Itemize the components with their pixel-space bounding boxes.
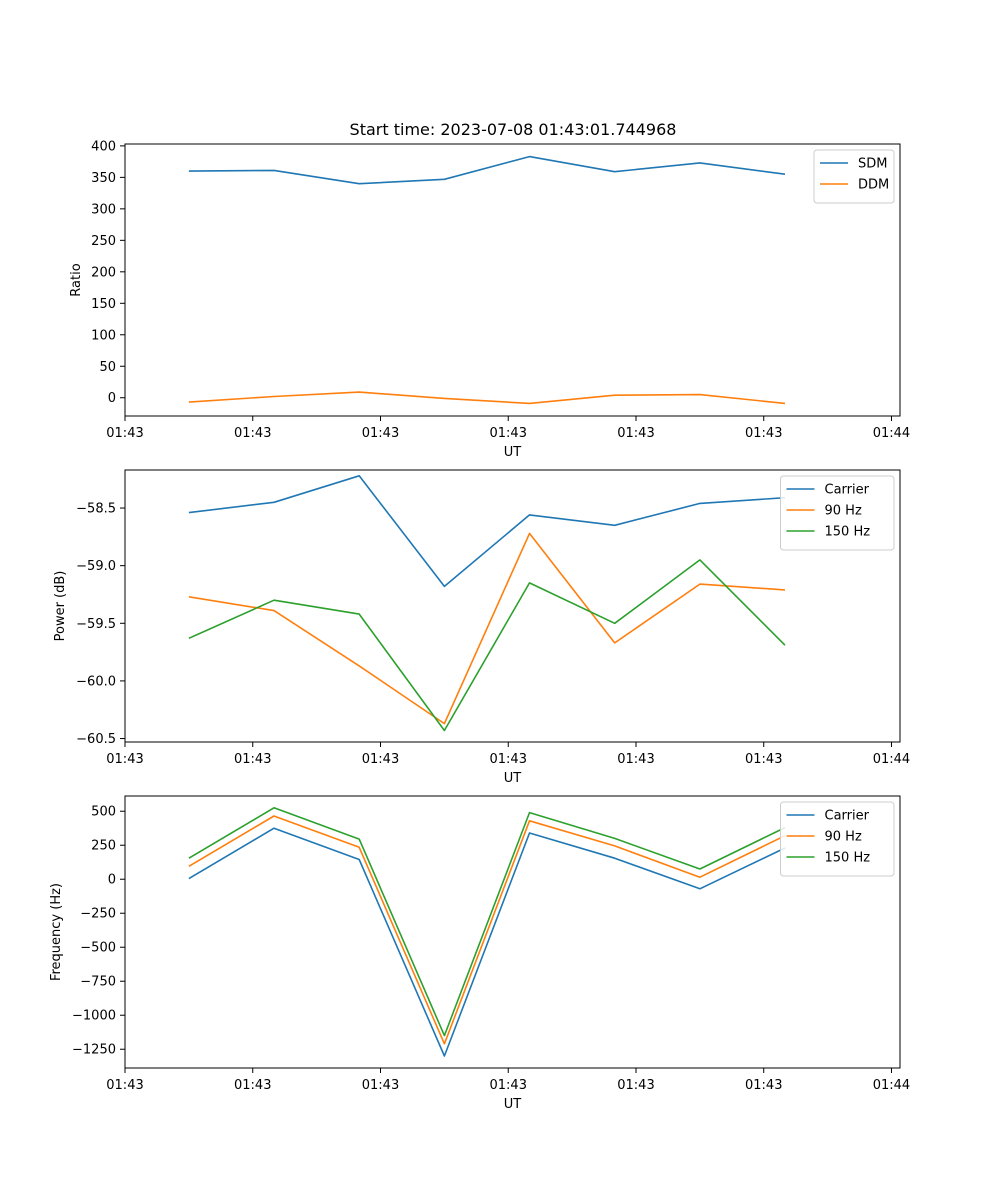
x-tick-label: 01:43: [106, 1078, 143, 1093]
y-tick-label: −250: [80, 907, 116, 922]
legend: SDM DDM: [813, 149, 895, 204]
x-tick-label: 01:43: [106, 426, 143, 441]
y-tick-label: 200: [91, 265, 116, 280]
series-line-carrier: [188, 474, 786, 588]
y-tick-label: −1000: [72, 1009, 116, 1024]
y-tick-label: −60.0: [76, 674, 116, 689]
y-tick-label: −59.5: [76, 617, 116, 632]
x-tick-label: 01:43: [106, 752, 143, 767]
x-tick-label: 01:44: [873, 426, 910, 441]
y-tick-label: 0: [108, 391, 116, 406]
x-tick-label: 01:43: [234, 752, 271, 767]
x-axis-label: UT: [504, 1097, 522, 1112]
legend-label: Carrier: [825, 483, 870, 498]
series-line-ddm: [188, 391, 786, 405]
axes-frame: [124, 143, 901, 417]
x-tick-label: 01:43: [617, 752, 654, 767]
legend-label: 90 Hz: [825, 830, 862, 845]
x-tick-label: 01:43: [490, 426, 527, 441]
y-tick-label: −58.5: [76, 502, 116, 517]
y-axis-label: Frequency (Hz): [49, 883, 64, 981]
axes-frame: [124, 795, 901, 1069]
y-tick-label: 150: [91, 297, 116, 312]
axes-frame: [124, 469, 901, 743]
legend-label: 150 Hz: [825, 851, 871, 866]
x-tick-label: 01:43: [745, 752, 782, 767]
x-tick-label: 01:43: [362, 1078, 399, 1093]
y-tick-label: 100: [91, 328, 116, 343]
panel-3: 01:43 01:43 01:43 01:43 01:43 01:43 01:44 500 25…: [49, 795, 910, 1112]
legend-label: 90 Hz: [825, 504, 862, 519]
y-tick-label: 0: [108, 873, 116, 888]
x-tick-label: 01:43: [234, 426, 271, 441]
x-axis-label: UT: [504, 771, 522, 786]
x-tick-label: 01:43: [490, 752, 527, 767]
x-tick-label: 01:43: [490, 1078, 527, 1093]
y-tick-label: 300: [91, 202, 116, 217]
y-tick-label: 250: [91, 234, 116, 249]
legend-label: Carrier: [825, 809, 870, 824]
panel-1: 01:43 01:43 01:43 01:43 01:43 01:43 01:44 0 50 10…: [69, 139, 910, 460]
x-tick-label: 01:43: [617, 426, 654, 441]
y-tick-label: −500: [80, 941, 116, 956]
x-tick-label: 01:43: [745, 426, 782, 441]
legend-label: 150 Hz: [825, 525, 871, 540]
y-tick-label: −60.5: [76, 732, 116, 747]
x-tick-label: 01:44: [873, 1078, 910, 1093]
x-tick-label: 01:43: [362, 426, 399, 441]
series-line-sdm: [188, 155, 786, 185]
x-tick-label: 01:43: [234, 1078, 271, 1093]
y-tick-label: 350: [91, 171, 116, 186]
y-axis-label: Power (dB): [53, 571, 68, 642]
y-tick-label: −59.0: [76, 559, 116, 574]
y-tick-label: −1250: [72, 1043, 116, 1058]
legend-label: SDM: [858, 157, 887, 172]
panel-2: 01:43 01:43 01:43 01:43 01:43 01:43 01:44 −58.5…: [53, 469, 910, 786]
x-tick-label: 01:43: [362, 752, 399, 767]
x-tick-label: 01:43: [745, 1078, 782, 1093]
y-tick-label: 400: [91, 139, 116, 154]
series-line-150-hz: [188, 806, 786, 1037]
y-tick-label: 500: [91, 805, 116, 820]
x-tick-label: 01:43: [617, 1078, 654, 1093]
legend-label: DDM: [858, 178, 889, 193]
legend: Carrier 90 Hz 150 Hz: [780, 475, 895, 551]
y-tick-label: −750: [80, 975, 116, 990]
series-line-carrier: [188, 827, 786, 1057]
y-tick-label: 50: [99, 360, 116, 375]
x-axis-label: UT: [504, 445, 522, 460]
y-axis-label: Ratio: [69, 263, 84, 296]
series-line-150-hz: [188, 559, 786, 732]
series-line-90-hz: [188, 815, 786, 1045]
legend: Carrier 90 Hz 150 Hz: [780, 801, 895, 877]
series-line-90-hz: [188, 532, 786, 725]
x-tick-label: 01:44: [873, 752, 910, 767]
y-tick-label: 250: [91, 839, 116, 854]
figure-title: Start time: 2023-07-08 01:43:01.744968: [349, 120, 677, 139]
